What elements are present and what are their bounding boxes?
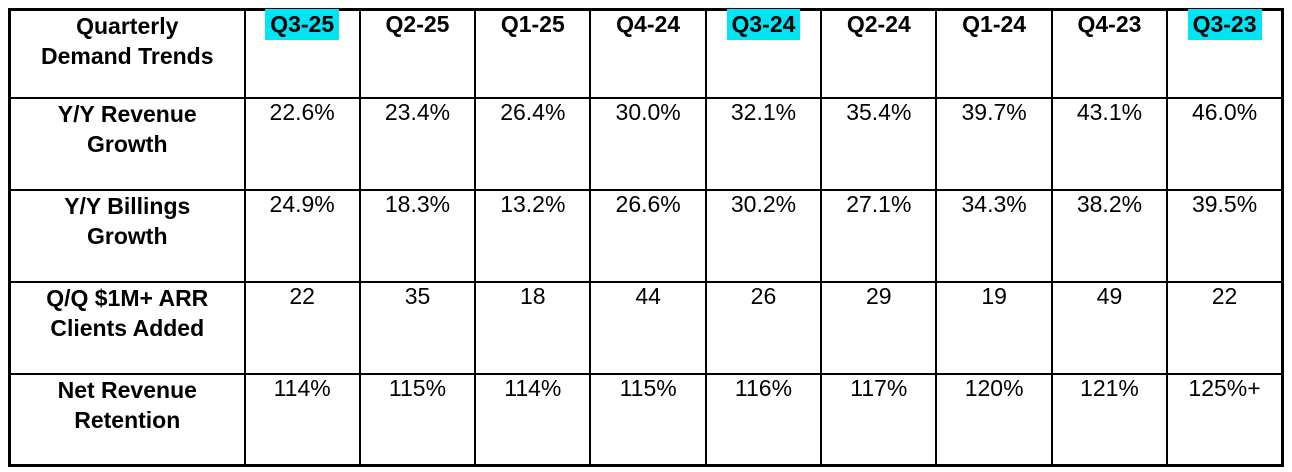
value-cell: 125%+ xyxy=(1166,372,1284,467)
value-cell: 32.1% xyxy=(704,96,823,191)
quarter-label: Q2-25 xyxy=(385,11,450,37)
value-cell: 18.3% xyxy=(358,188,477,283)
value-cell: 35 xyxy=(358,280,477,375)
table-row: Y/Y Billings Growth 24.9% 18.3% 13.2% 26.6% 3… xyxy=(8,188,1284,283)
value-cell: 114% xyxy=(474,372,592,467)
value-cell: 35.4% xyxy=(820,96,938,191)
row-label: Y/Y Revenue Growth xyxy=(8,96,246,191)
value-cell: 120% xyxy=(935,372,1053,467)
value-cell: 121% xyxy=(1050,372,1169,467)
value-cell: 115% xyxy=(589,372,707,467)
value-cell: 23.4% xyxy=(358,96,477,191)
table-title: Quarterly Demand Trends xyxy=(8,8,246,99)
value-cell: 22 xyxy=(243,280,361,375)
value-cell: 38.2% xyxy=(1050,188,1169,283)
quarter-label: Q4-24 xyxy=(616,11,681,37)
value-cell: 39.5% xyxy=(1166,188,1284,283)
row-label: Net Revenue Retention xyxy=(8,372,246,467)
value-cell: 26.6% xyxy=(589,188,707,283)
table-row: Y/Y Revenue Growth 22.6% 23.4% 26.4% 30.0% 32… xyxy=(8,96,1284,191)
highlighted-quarter-label: Q3-25 xyxy=(265,9,340,40)
column-header-q2-24: Q2-24 xyxy=(820,8,938,99)
value-cell: 13.2% xyxy=(474,188,592,283)
value-cell: 29 xyxy=(820,280,938,375)
quarter-label: Q4-23 xyxy=(1077,11,1142,37)
column-header-q3-25: Q3-25 xyxy=(243,8,361,99)
row-label: Y/Y Billings Growth xyxy=(8,188,246,283)
table-row: Net Revenue Retention 114% 115% 114% 115% 116… xyxy=(8,372,1284,467)
value-cell: 46.0% xyxy=(1166,96,1284,191)
column-header-q4-23: Q4-23 xyxy=(1050,8,1169,99)
value-cell: 24.9% xyxy=(243,188,361,283)
column-header-q3-23: Q3-23 xyxy=(1166,8,1284,99)
value-cell: 27.1% xyxy=(820,188,938,283)
value-cell: 43.1% xyxy=(1050,96,1169,191)
value-cell: 34.3% xyxy=(935,188,1053,283)
value-cell: 26.4% xyxy=(474,96,592,191)
quarter-label: Q1-25 xyxy=(500,11,565,37)
value-cell: 116% xyxy=(704,372,823,467)
value-cell: 115% xyxy=(358,372,477,467)
quarter-label: Q1-24 xyxy=(962,11,1027,37)
highlighted-quarter-label: Q3-23 xyxy=(1187,9,1262,40)
column-header-q4-24: Q4-24 xyxy=(589,8,707,99)
value-cell: 30.0% xyxy=(589,96,707,191)
quarter-label: Q2-24 xyxy=(846,11,911,37)
highlighted-quarter-label: Q3-24 xyxy=(726,9,801,40)
column-header-q3-24: Q3-24 xyxy=(704,8,823,99)
value-cell: 117% xyxy=(820,372,938,467)
row-label: Q/Q $1M+ ARR Clients Added xyxy=(8,280,246,375)
value-cell: 19 xyxy=(935,280,1053,375)
value-cell: 22.6% xyxy=(243,96,361,191)
value-cell: 30.2% xyxy=(704,188,823,283)
value-cell: 18 xyxy=(474,280,592,375)
table-row: Q/Q $1M+ ARR Clients Added 22 35 18 44 26 29 19… xyxy=(8,280,1284,375)
quarterly-demand-trends-table: Quarterly Demand Trends Q3-25 Q2-25 Q1-25 Q… xyxy=(8,8,1284,467)
column-header-q1-25: Q1-25 xyxy=(474,8,592,99)
value-cell: 49 xyxy=(1050,280,1169,375)
value-cell: 39.7% xyxy=(935,96,1053,191)
column-header-q2-25: Q2-25 xyxy=(358,8,477,99)
value-cell: 114% xyxy=(243,372,361,467)
header-row: Quarterly Demand Trends Q3-25 Q2-25 Q1-25 Q… xyxy=(8,8,1284,99)
table-body: Y/Y Revenue Growth 22.6% 23.4% 26.4% 30.0% 32… xyxy=(8,96,1284,467)
value-cell: 26 xyxy=(704,280,823,375)
value-cell: 44 xyxy=(589,280,707,375)
column-header-q1-24: Q1-24 xyxy=(935,8,1053,99)
value-cell: 22 xyxy=(1166,280,1284,375)
